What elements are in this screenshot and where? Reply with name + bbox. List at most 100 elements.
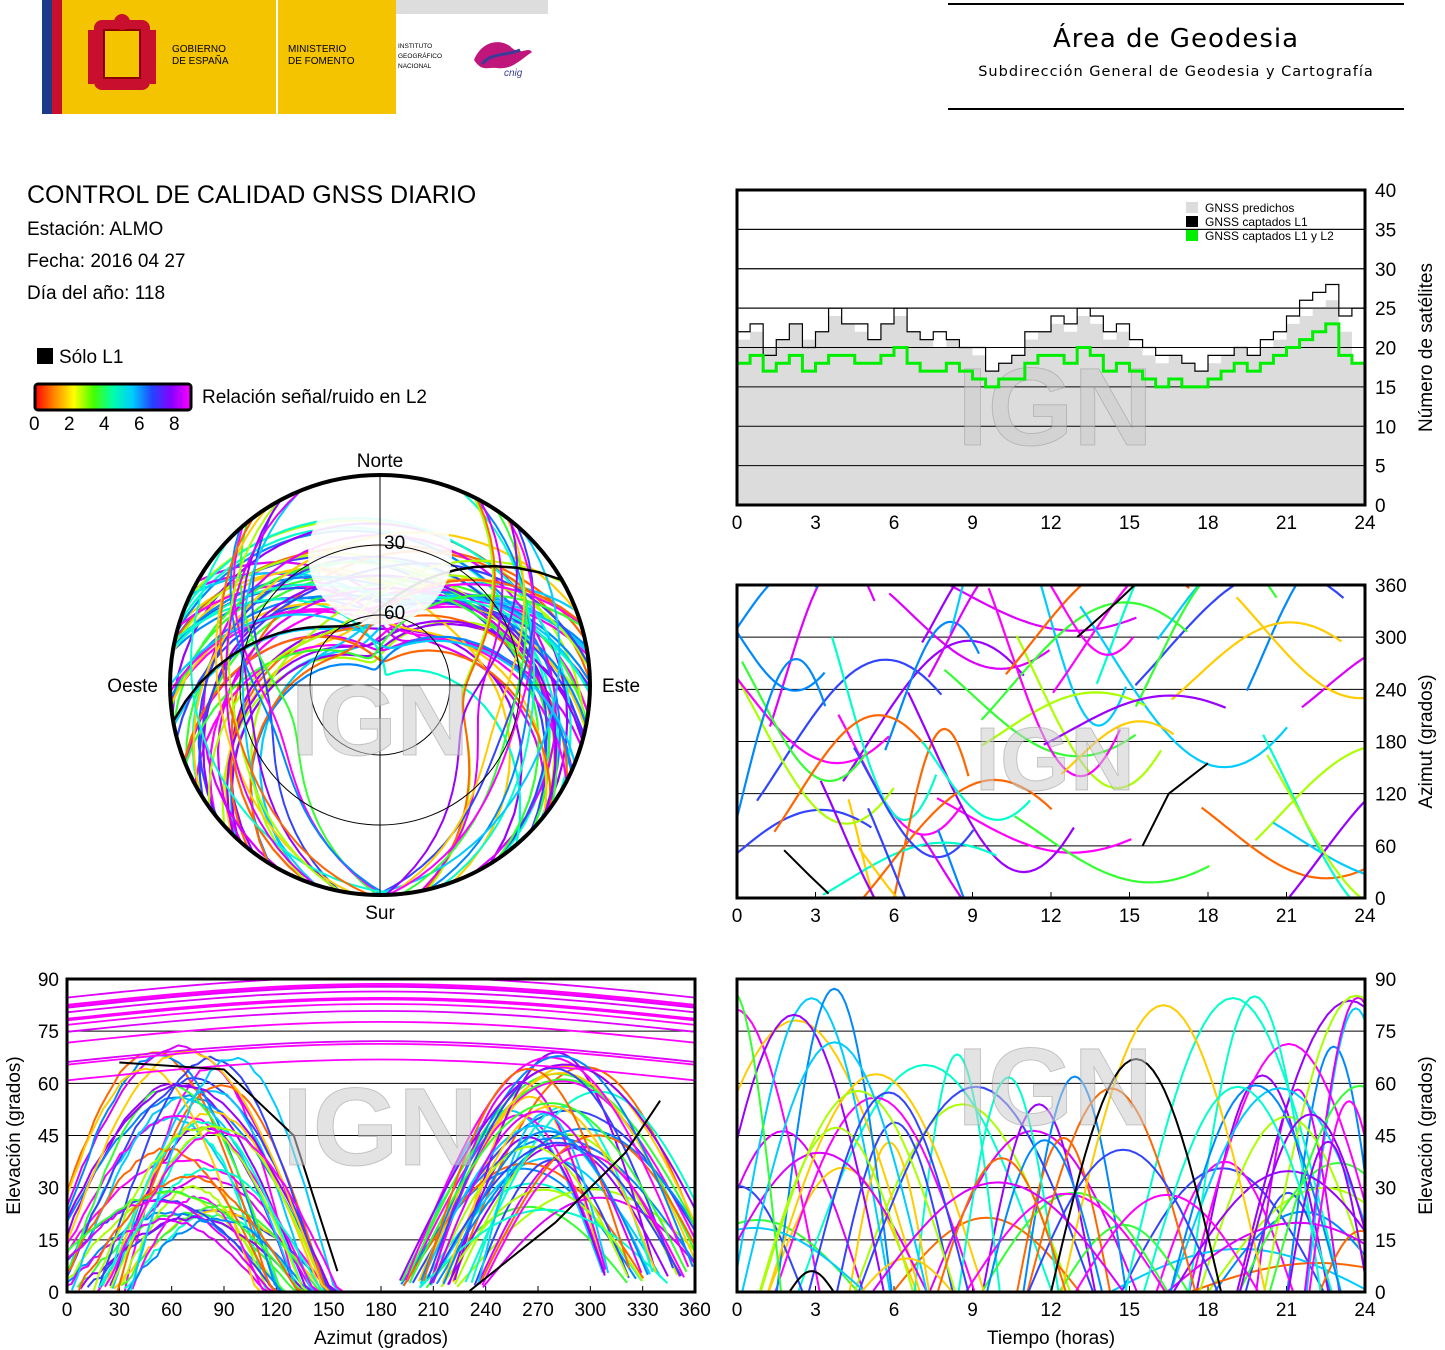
header-rule-top: [948, 3, 1404, 5]
elevation-track: [426, 1067, 674, 1282]
compass-north: Norte: [357, 451, 403, 472]
l1-only-track: [1141, 762, 1209, 847]
snr-tick-label: 6: [134, 414, 145, 435]
ign-top-strip: [396, 0, 548, 14]
azimuth-track: [1134, 585, 1278, 708]
elevation-track: [737, 1008, 821, 1292]
satellite-track: [387, 518, 536, 895]
elevation-track: [1169, 1084, 1342, 1292]
azimuth-track: [921, 585, 956, 643]
snr-tick-label: 4: [99, 414, 110, 435]
ministerio-block: [278, 0, 396, 114]
skyplot-grid: [170, 475, 590, 895]
y-tick-label: 120: [1375, 785, 1407, 806]
y-tick-label: 240: [1375, 680, 1407, 701]
l1-only-track: [783, 849, 830, 895]
date-label: Fecha: 2016 04 27: [27, 251, 186, 272]
satellite-track: [189, 538, 403, 895]
y-tick-label: 300: [1375, 628, 1407, 649]
elevation-track: [482, 1196, 695, 1288]
eu-stripe: [42, 0, 52, 114]
plot-border: [735, 977, 1367, 1294]
legend-swatch: [1186, 216, 1198, 227]
satellite-track: [441, 490, 535, 887]
elevation-track: [404, 1056, 690, 1281]
y-tick-label: 10: [1375, 417, 1396, 438]
elevation-track: [67, 1147, 295, 1292]
satellite-track: [229, 528, 388, 895]
satellite-track: [241, 489, 317, 886]
y-tick-label: 75: [38, 1022, 59, 1043]
elevation-track: [759, 1089, 957, 1292]
snr-tick-label: 0: [29, 414, 40, 435]
x-tick-label: 18: [1197, 1300, 1218, 1321]
logo-banner: GOBIERNO DE ESPAÑA MINISTERIO DE FOMENTO…: [42, 0, 548, 114]
y-tick-label: 90: [38, 970, 59, 991]
elevation-track: [418, 1208, 669, 1289]
x-tick-label: 12: [1040, 513, 1061, 534]
satellite-track: [174, 598, 522, 845]
gov-line2: DE ESPAÑA: [172, 54, 229, 67]
satellite-track: [368, 531, 561, 895]
header-rule-bottom: [948, 108, 1404, 110]
azimuth-track: [1262, 734, 1352, 898]
ign-line3: NACIONAL: [398, 63, 432, 70]
azimuth-tracks: [737, 585, 1365, 898]
elevation-track: [936, 1157, 1067, 1292]
elevation-track: [737, 1013, 885, 1292]
elevation-track: [871, 1181, 1125, 1292]
azimuth-track: [1301, 655, 1365, 709]
azimuth-track: [842, 639, 1025, 782]
legend-entry: GNSS captados L1 y L2: [1205, 229, 1334, 243]
l1-only-track: [1076, 585, 1136, 638]
elevation-track: [1026, 1087, 1197, 1292]
x-tick-label: 24: [1354, 1300, 1376, 1321]
elevation-track: [1016, 1136, 1112, 1292]
satellite-track: [424, 498, 496, 891]
elevation-track: [429, 1145, 629, 1286]
elevation-track: [116, 1084, 348, 1292]
elevation-azimuth-chart: 0 15 30 45 60 75 90 0 30 60 90 120 150 180 210 240 270 30…: [4, 970, 711, 1349]
azimuth-track: [1245, 585, 1365, 692]
x-tick-label: 0: [62, 1300, 73, 1321]
x-axis-label: Tiempo (horas): [987, 1328, 1115, 1349]
elev-az-tracks: [67, 979, 695, 1292]
elevation-track: [981, 1103, 1097, 1292]
azimuth-track: [1134, 585, 1345, 686]
high-elevation-track: [67, 1042, 695, 1066]
high-elevation-track: [67, 1010, 695, 1033]
elevation-track: [126, 1217, 326, 1292]
elevation-track: [737, 1226, 866, 1292]
elevation-track: [1189, 1261, 1365, 1292]
x-tick-label: 360: [679, 1300, 711, 1321]
satellite-track: [225, 619, 584, 836]
x-tick-label: 24: [1354, 906, 1376, 927]
doy-label: Día del año: 118: [27, 283, 166, 304]
x-tick-label: 12: [1040, 906, 1061, 927]
elevation-track: [1172, 1170, 1365, 1292]
only-l1-swatch: [37, 348, 53, 364]
snr-label: Relación señal/ruido en L2: [202, 387, 427, 408]
azimuth-track: [847, 799, 875, 898]
azimuth-track: [737, 657, 827, 823]
x-tick-label: 30: [109, 1300, 130, 1321]
elev-time-axes: 0 15 30 45 60 75 90 0 3 6 9 12 15 18 21 24: [732, 970, 1396, 1321]
l1-only-track: [172, 564, 563, 723]
azimuth-track: [853, 747, 975, 859]
y-axis-label: Número de satélites: [1416, 263, 1437, 432]
elevation-track: [892, 1216, 1081, 1292]
elevation-track: [857, 1085, 1095, 1292]
azimuth-track: [888, 592, 1051, 670]
y-tick-label: 0: [48, 1283, 59, 1304]
gov-line1: GOBIERNO: [172, 44, 226, 55]
x-tick-label: 180: [365, 1300, 397, 1321]
elevation-track: [92, 1126, 326, 1292]
station-label: Estación: ALMO: [27, 219, 164, 240]
compass-south: Sur: [365, 903, 395, 924]
elevation-track: [1142, 1085, 1333, 1292]
elevation-track: [98, 1055, 346, 1292]
satellite-track: [219, 516, 370, 895]
azimuth-track: [1200, 806, 1365, 880]
x-tick-label: 270: [522, 1300, 554, 1321]
